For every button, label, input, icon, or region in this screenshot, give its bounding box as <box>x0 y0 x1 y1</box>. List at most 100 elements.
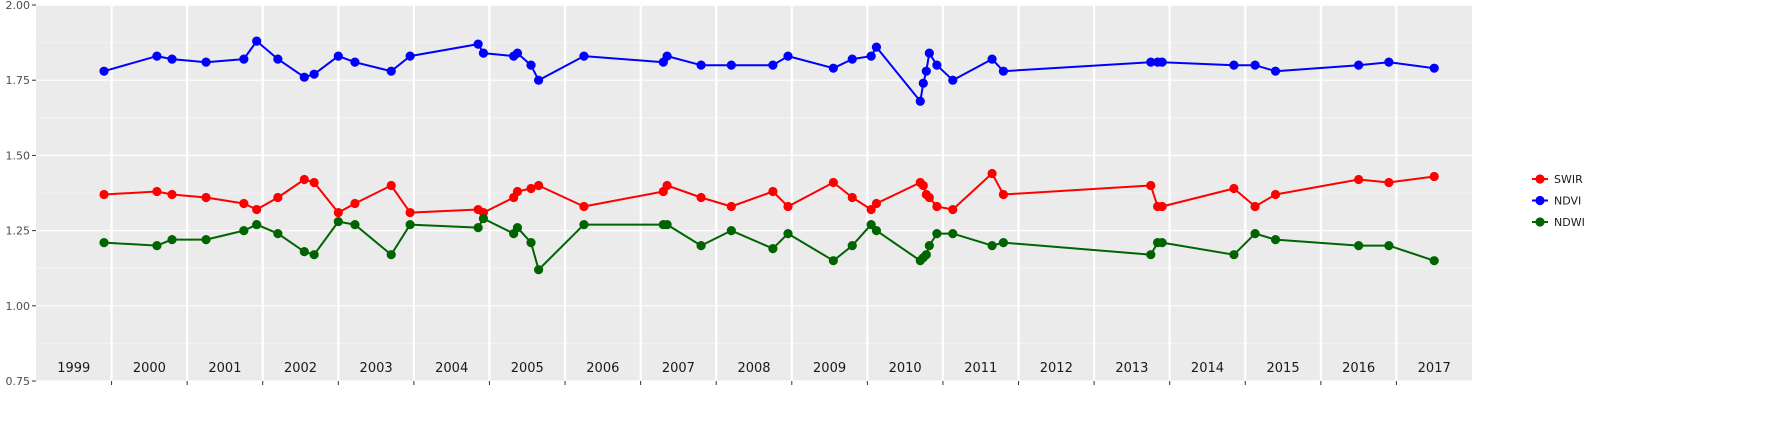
ndvi-point <box>478 48 489 58</box>
ndwi-point <box>866 219 876 230</box>
year-label: 2016 <box>1342 361 1375 376</box>
swir-point <box>932 201 942 212</box>
ndvi-point <box>299 72 309 82</box>
ndwi-point <box>273 229 283 239</box>
ndvi-point <box>924 48 934 58</box>
ndvi-point <box>932 60 942 70</box>
ndvi-point <box>534 75 544 85</box>
swir-point <box>948 204 958 215</box>
ndwi-point <box>1270 235 1281 245</box>
swir-point <box>768 186 778 197</box>
ndwi-legend-label: NDWI <box>1554 216 1585 229</box>
ndvi-point <box>152 51 162 61</box>
ndvi-point <box>915 96 925 106</box>
year-label: 2002 <box>284 361 317 376</box>
ndwi-point <box>1229 250 1239 260</box>
ndvi-point <box>1146 57 1156 67</box>
ndwi-point <box>152 241 162 251</box>
year-label: 2017 <box>1418 361 1451 376</box>
ndwi-point <box>726 226 736 236</box>
x-axis: 1999 2000 2001 2002 2003 2004 2005 2006 2007 2008… <box>57 361 1451 385</box>
swir-point <box>350 198 360 209</box>
year-label: 2001 <box>208 361 241 376</box>
ndvi-point <box>167 54 177 64</box>
ndvi-point <box>526 60 536 70</box>
ndwi-point <box>252 219 262 230</box>
year-label: 2010 <box>889 361 922 376</box>
ndwi-point <box>534 265 544 275</box>
y-tick-label: 1.75 <box>6 74 31 87</box>
ndwi-point <box>1384 241 1394 251</box>
ndwi-point <box>299 247 309 257</box>
year-label: 2011 <box>964 361 997 376</box>
y-tick-label: 1.50 <box>6 149 31 162</box>
ndvi-point <box>828 63 838 73</box>
year-label: 2015 <box>1267 361 1300 376</box>
ndvi-point <box>1157 57 1167 67</box>
ndwi-point <box>405 219 415 230</box>
swir-legend-label: SWIR <box>1554 173 1583 186</box>
ndwi-point <box>924 241 934 251</box>
swir-point <box>299 174 309 185</box>
ndvi-point <box>252 36 262 46</box>
swir-point <box>998 189 1009 200</box>
ndvi-point <box>512 48 523 58</box>
swir-point <box>1250 201 1260 212</box>
swir-point <box>1146 180 1156 191</box>
swir-point <box>405 207 415 218</box>
ndvi-point <box>273 54 283 64</box>
swir-point <box>526 183 536 194</box>
ndvi-point <box>1229 60 1239 70</box>
ndvi-point <box>333 51 343 61</box>
swir-point <box>99 189 109 200</box>
ndvi-legend-marker <box>1535 195 1545 206</box>
ndwi-point <box>696 241 706 251</box>
ndvi-point <box>1250 60 1260 70</box>
ndvi-point <box>726 60 736 70</box>
swir-point <box>924 192 934 203</box>
swir-point <box>662 180 672 191</box>
swir-point <box>918 180 928 191</box>
swir-point <box>866 204 876 215</box>
ndwi-point <box>783 229 793 239</box>
swir-point <box>579 201 589 212</box>
swir-point <box>1157 201 1167 212</box>
ndwi-point <box>998 238 1009 248</box>
swir-point <box>828 177 838 188</box>
swir-point <box>167 189 177 200</box>
ndwi-point <box>239 226 249 236</box>
swir-point <box>273 192 283 203</box>
year-label: 2012 <box>1040 361 1073 376</box>
ndwi-legend-marker <box>1535 217 1545 227</box>
ndwi-point <box>167 235 177 245</box>
ndvi-point <box>201 57 211 67</box>
ndvi-point <box>998 66 1009 76</box>
ndwi-point <box>921 250 931 260</box>
swir-point <box>1229 183 1239 194</box>
ndvi-point <box>1354 60 1364 70</box>
swir-point <box>512 186 523 197</box>
ndwi-point <box>847 241 857 251</box>
ndvi-point <box>386 66 396 76</box>
ndvi-point <box>405 51 415 61</box>
year-label: 2004 <box>435 361 468 376</box>
ndvi-point <box>579 51 589 61</box>
swir-point <box>239 198 249 209</box>
y-tick-label: 1.25 <box>6 225 31 238</box>
year-label: 2003 <box>360 361 393 376</box>
year-label: 2000 <box>133 361 166 376</box>
ndvi-point <box>662 51 672 61</box>
swir-legend-marker <box>1535 174 1545 184</box>
year-label: 2006 <box>586 361 619 376</box>
swir-point <box>696 192 706 203</box>
ndwi-point <box>1354 241 1364 251</box>
swir-point <box>871 198 882 209</box>
ndvi-point <box>239 54 249 64</box>
ndvi-legend-label: NDVI <box>1554 195 1581 208</box>
swir-point <box>1354 174 1364 185</box>
swir-point <box>1384 177 1394 188</box>
ndvi-point <box>871 42 882 52</box>
y-tick-label: 0.75 <box>6 375 31 388</box>
